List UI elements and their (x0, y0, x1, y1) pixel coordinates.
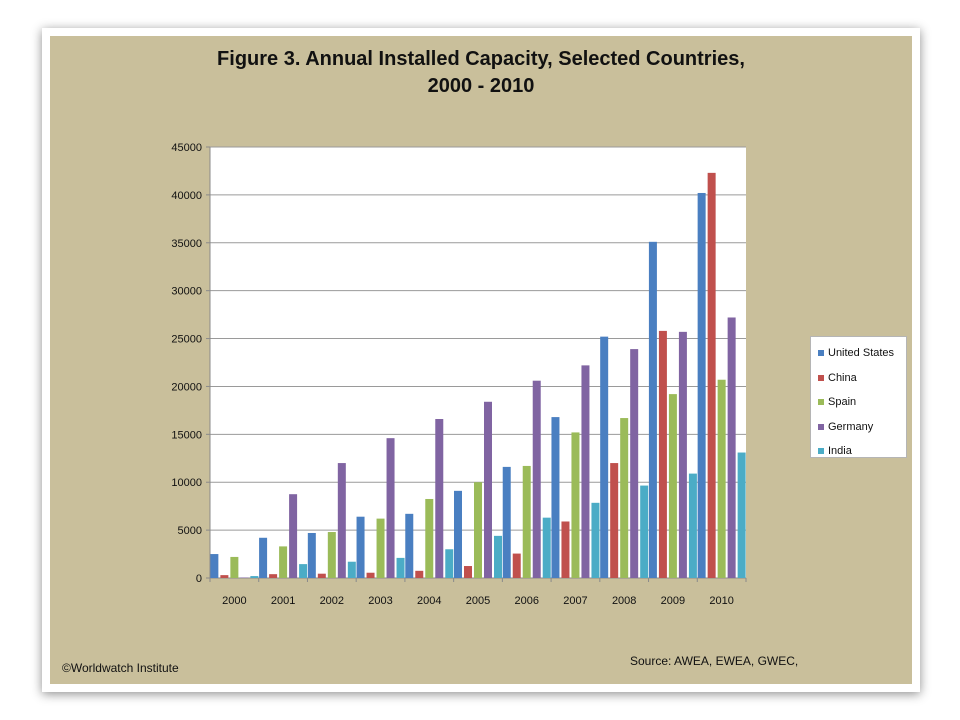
x-tick-label: 2003 (368, 595, 392, 607)
bar (561, 521, 570, 578)
bar (337, 463, 346, 578)
bar (230, 556, 239, 578)
bar (658, 330, 667, 578)
bar (376, 518, 385, 578)
legend-label: India (828, 445, 852, 458)
bar (648, 241, 657, 578)
bar (727, 317, 736, 578)
x-tick-label: 2004 (417, 595, 441, 607)
bar (542, 517, 551, 578)
bar (512, 553, 521, 578)
legend-label: China (828, 371, 857, 384)
legend-swatch (818, 350, 824, 357)
legend-swatch (818, 423, 824, 430)
bar (366, 572, 375, 578)
bar (415, 570, 424, 578)
bar (425, 498, 434, 578)
bar (279, 546, 288, 578)
bar (494, 535, 502, 578)
bar (717, 379, 726, 578)
y-tick-label: 15000 (171, 429, 202, 441)
bar (600, 336, 609, 578)
bar (697, 192, 706, 578)
bar (317, 573, 326, 578)
chart-title: Figure 3. Annual Installed Capacity, Sel… (217, 48, 745, 97)
bar (484, 401, 492, 578)
bar (289, 494, 298, 578)
bar (502, 466, 511, 578)
bar (678, 331, 687, 578)
bar (688, 473, 697, 578)
bar (737, 452, 746, 578)
x-tick-label: 2006 (514, 595, 538, 607)
x-tick-label: 2010 (709, 595, 733, 607)
bar (220, 575, 229, 578)
legend: United States China Spain Germany India (810, 336, 907, 458)
bar (347, 561, 356, 578)
bar (532, 380, 541, 578)
legend-label: Spain (828, 396, 857, 409)
x-tick-label: 2001 (271, 595, 295, 607)
bar (571, 432, 580, 578)
y-tick-label: 45000 (171, 142, 202, 154)
x-tick-label: 2009 (661, 595, 685, 607)
bar (356, 516, 365, 578)
y-tick-label: 10000 (171, 477, 202, 489)
bar (640, 485, 649, 578)
bar (327, 532, 336, 578)
legend-item: China (811, 366, 906, 391)
bar (299, 564, 308, 578)
y-tick-label: 30000 (171, 286, 202, 298)
y-tick-label: 40000 (171, 190, 202, 202)
x-tick-label: 2002 (320, 595, 344, 607)
bar (307, 532, 316, 578)
legend-label: Germany (828, 420, 874, 433)
y-tick-label: 20000 (171, 381, 202, 393)
bar (522, 465, 531, 578)
y-tick-label: 25000 (171, 334, 202, 346)
x-tick-label: 2000 (222, 595, 246, 607)
bar (707, 172, 716, 579)
bar (250, 576, 259, 578)
bar (464, 566, 472, 578)
bar (445, 549, 454, 578)
bar (435, 419, 444, 578)
y-tick-label: 35000 (171, 238, 202, 250)
legend-item: Spain (811, 390, 906, 415)
source-text: Source: AWEA, EWEA, GWEC, (630, 654, 799, 668)
legend-label: United States (828, 347, 895, 360)
bar (405, 513, 414, 578)
bar (581, 365, 590, 578)
legend-item: United States (811, 341, 906, 366)
bar (474, 482, 482, 578)
x-tick-label: 2005 (466, 595, 490, 607)
legend-item: Germany (811, 415, 906, 440)
y-tick-label: 5000 (178, 525, 202, 537)
x-tick-label: 2008 (612, 595, 636, 607)
legend-swatch (818, 374, 824, 381)
bar (259, 537, 268, 578)
bar (668, 394, 677, 578)
legend-swatch (818, 399, 824, 406)
bar (454, 490, 462, 578)
bar (396, 557, 405, 578)
bar (551, 417, 560, 578)
legend-swatch (818, 448, 824, 455)
legend-item: India (811, 439, 906, 464)
bar (269, 574, 278, 578)
copyright-text: ©Worldwatch Institute (62, 661, 179, 675)
y-tick-label: 0 (196, 573, 202, 585)
x-tick-label: 2007 (563, 595, 587, 607)
bar (591, 502, 600, 578)
bar (210, 554, 219, 578)
bar (630, 349, 639, 578)
bar (620, 418, 629, 578)
bar (386, 438, 395, 578)
bar (610, 463, 619, 578)
